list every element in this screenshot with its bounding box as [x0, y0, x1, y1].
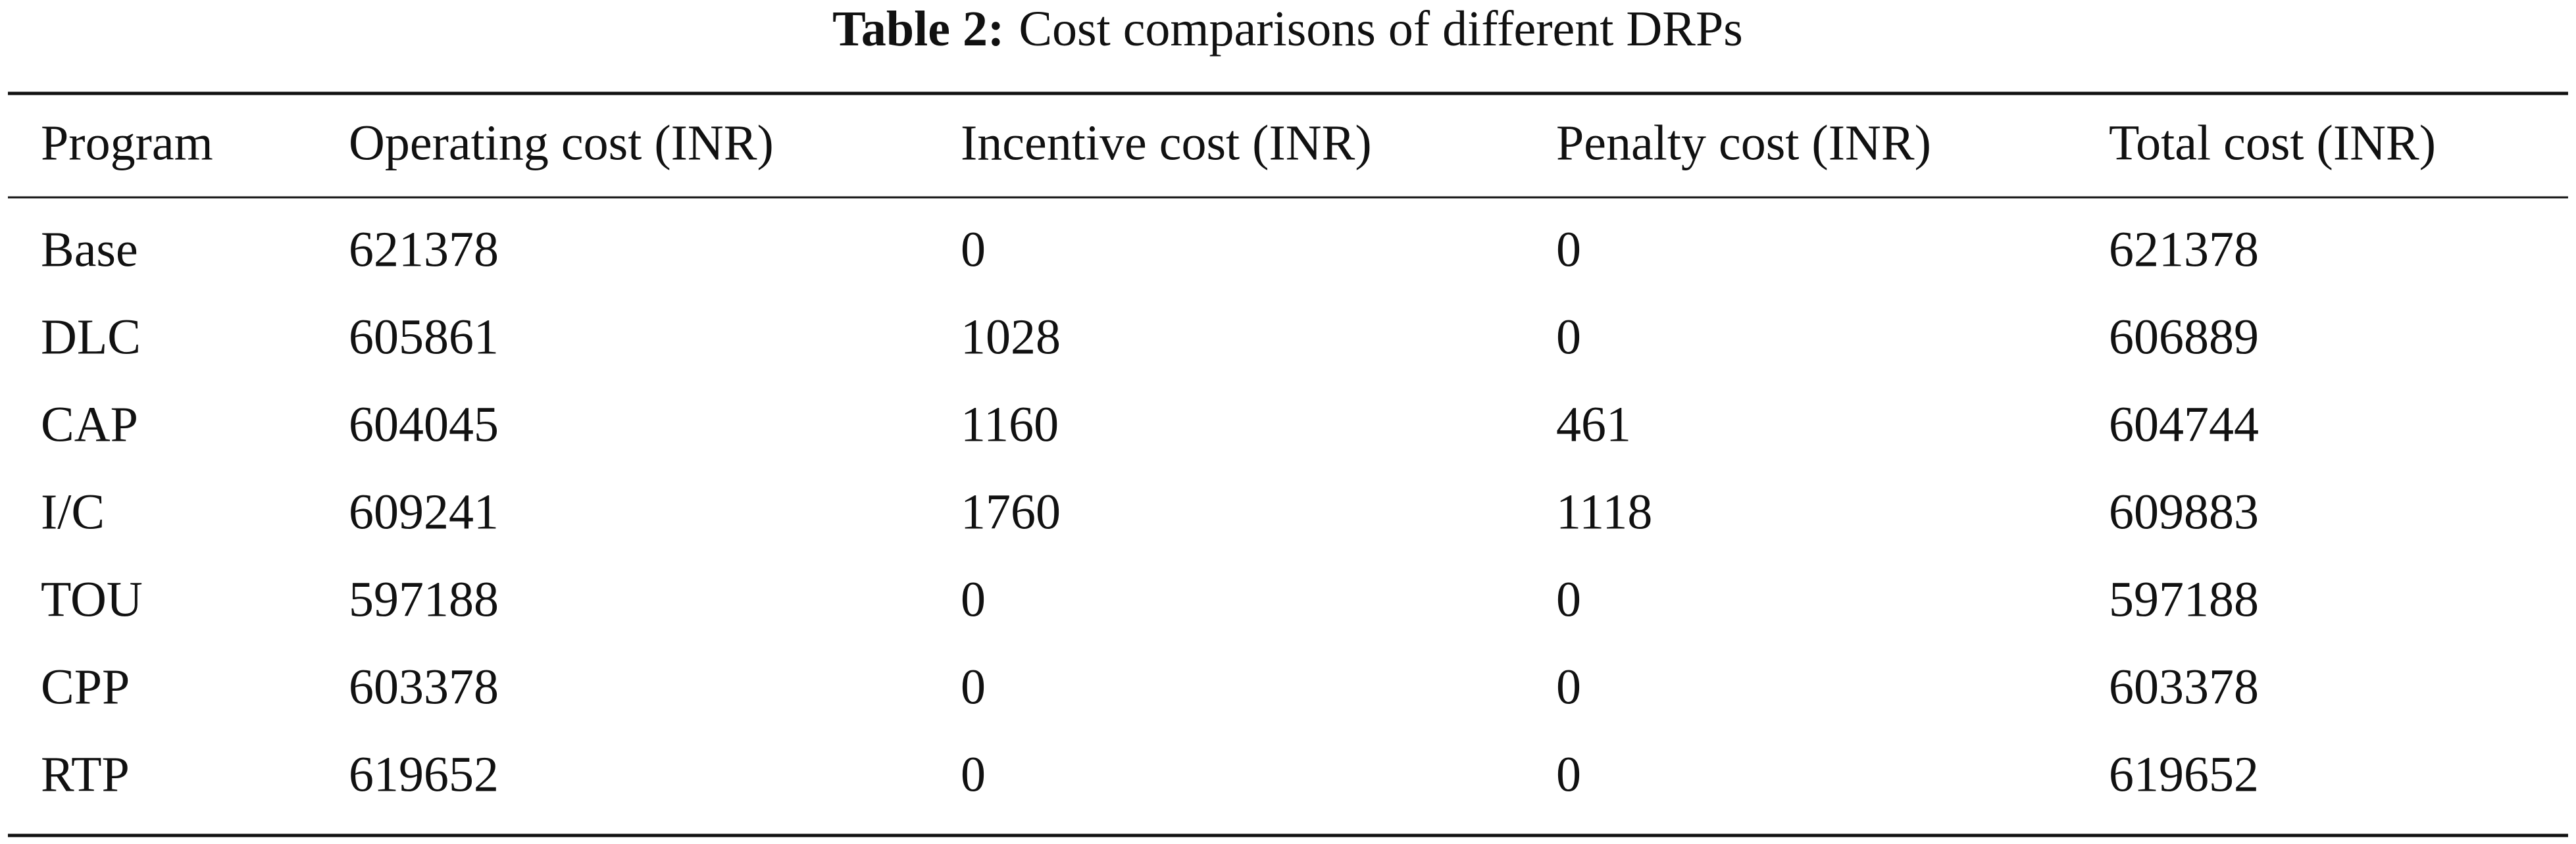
- table-cell: 1118: [1556, 484, 1652, 539]
- table-cell: 621378: [349, 222, 499, 277]
- table-cell: 619652: [349, 747, 499, 802]
- table-cell: 0: [961, 659, 986, 714]
- table-cell: 1160: [961, 397, 1059, 452]
- table-cell: 603378: [349, 659, 499, 714]
- table-cell: 461: [1556, 397, 1631, 452]
- table-cell: 0: [1556, 572, 1581, 627]
- table-cell: 0: [1556, 659, 1581, 714]
- table-cell: 0: [961, 222, 986, 277]
- column-header: Penalty cost (INR): [1556, 115, 1931, 170]
- row-label: TOU: [41, 572, 143, 627]
- row-label: CPP: [41, 659, 130, 714]
- table-cell: 597188: [349, 572, 499, 627]
- table-cell: 0: [1556, 747, 1581, 802]
- table-title: Table 2: Cost comparisons of different DR…: [832, 1, 1743, 57]
- table-cell: 0: [961, 747, 986, 802]
- table-cell: 606889: [2109, 309, 2259, 364]
- table-cell: 609883: [2109, 484, 2259, 539]
- table-cell: 604045: [349, 397, 499, 452]
- table-cell: 619652: [2109, 747, 2259, 802]
- table-cell: 0: [1556, 222, 1581, 277]
- row-label: RTP: [41, 747, 130, 802]
- column-header: Incentive cost (INR): [961, 115, 1372, 170]
- table-cell: 0: [1556, 309, 1581, 364]
- table-cell: 605861: [349, 309, 499, 364]
- table-cell: 603378: [2109, 659, 2259, 714]
- table-cell: 604744: [2109, 397, 2259, 452]
- table-cell: 1760: [961, 484, 1061, 539]
- row-label: I/C: [41, 484, 105, 539]
- table-label: Table 2:: [832, 1, 1004, 57]
- column-header: Program: [41, 115, 213, 170]
- table-cell: 621378: [2109, 222, 2259, 277]
- table-caption: Cost comparisons of different DRPs: [1019, 1, 1743, 57]
- row-label: DLC: [41, 309, 141, 364]
- row-label: CAP: [41, 397, 138, 452]
- column-header: Operating cost (INR): [349, 115, 774, 170]
- column-header: Total cost (INR): [2109, 115, 2436, 170]
- table-cell: 1028: [961, 309, 1061, 364]
- table-cell: 0: [961, 572, 986, 627]
- row-label: Base: [41, 222, 138, 277]
- table-cell: 597188: [2109, 572, 2259, 627]
- table-cell: 609241: [349, 484, 499, 539]
